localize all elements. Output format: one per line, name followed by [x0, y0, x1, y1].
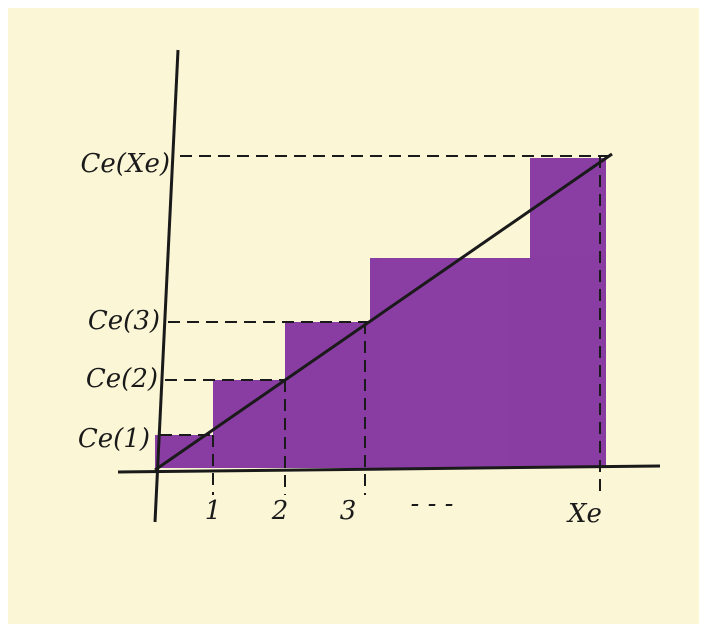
x-label: - - -: [411, 489, 454, 519]
y-label: Ce(2): [86, 364, 158, 394]
diagram: Ce(Xe) Ce(3) Ce(2) Ce(1) 1 2 3 - - - Xe: [0, 0, 707, 632]
step: [370, 258, 530, 468]
x-label: 3: [340, 496, 357, 526]
x-label: 1: [205, 496, 222, 526]
y-label: Ce(1): [78, 424, 150, 454]
y-label: Ce(3): [88, 306, 160, 336]
step: [285, 322, 370, 468]
page: Ce(Xe) Ce(3) Ce(2) Ce(1) 1 2 3 - - - Xe …: [0, 0, 707, 632]
y-label: Ce(Xe): [81, 149, 170, 179]
x-label: 2: [271, 496, 289, 526]
x-label: Xe: [566, 499, 602, 529]
